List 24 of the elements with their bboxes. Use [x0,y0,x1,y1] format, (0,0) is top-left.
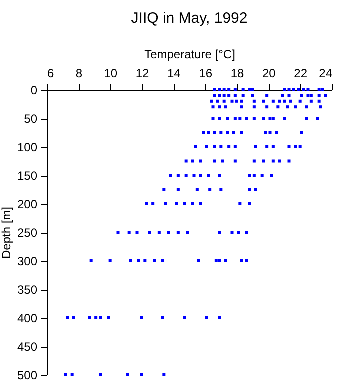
x-tick-label: 20 [262,66,276,80]
y-tick-label: 500 [17,368,38,382]
y-tick-label: 100 [17,140,38,154]
y-tick-label: 50 [24,112,38,126]
x-tick-label: 6 [48,66,54,80]
y-tick-label: 0 [30,84,38,98]
y-tick-label: 450 [17,340,38,354]
y-tick-label: 200 [17,198,38,212]
x-axis-title: Temperature [°C] [144,48,236,62]
y-axis-title: Depth [m] [0,206,14,260]
x-tick-label: 16 [199,66,213,80]
y-tick-label: 150 [17,169,38,183]
x-tick-label: 18 [230,66,244,80]
y-tick-label: 400 [17,312,38,326]
y-tick-label: 250 [17,226,38,240]
x-tick-label: 24 [319,66,333,80]
x-tick-label: 10 [104,66,118,80]
x-tick-label: 22 [294,66,308,80]
chart-title: JIIQ in May, 1992 [131,10,248,27]
x-tick-label: 14 [167,66,182,80]
y-tick-label: 350 [17,283,38,297]
x-tick-label: 12 [136,66,150,80]
x-tick-label: 8 [76,66,83,80]
y-tick-label: 300 [17,254,38,268]
